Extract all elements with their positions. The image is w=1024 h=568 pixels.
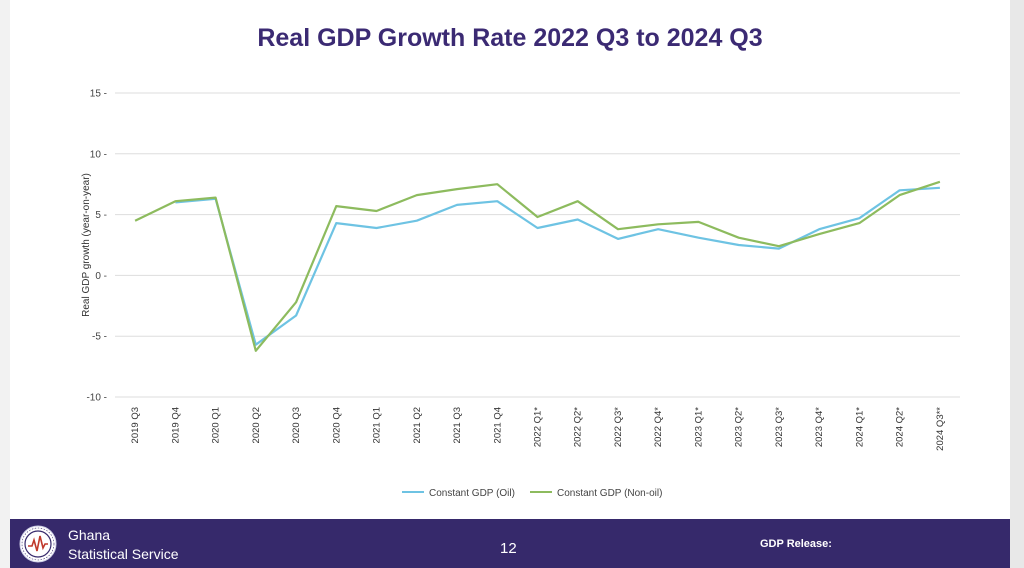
- y-tick-label: 10 -: [90, 149, 107, 160]
- page-number: 12: [500, 540, 517, 557]
- x-tick-label: 2020 Q4: [331, 407, 342, 443]
- y-axis-ticks: 15 - 10 - 5 - 0 - -5 - -10 -: [86, 89, 107, 404]
- y-tick-label: 0 -: [95, 271, 107, 282]
- y-axis-label: Real GDP growth (year-on-year): [81, 173, 92, 317]
- series-lines: [134, 180, 941, 352]
- x-tick-label: 2024 Q3**: [935, 407, 946, 451]
- y-tick-label: -10 -: [86, 393, 107, 404]
- legend-label-oil: Constant GDP (Oil): [429, 488, 515, 499]
- x-axis-ticks: 2019 Q3 2019 Q4 2020 Q1 2020 Q2 2020 Q3 2020 …: [130, 407, 946, 451]
- window-edge: [1010, 0, 1024, 568]
- x-tick-label: 2024 Q2*: [895, 407, 906, 447]
- x-tick-label: 2022 Q2*: [573, 407, 584, 447]
- legend-label-nonoil: Constant GDP (Non-oil): [557, 488, 662, 499]
- legend: Constant GDP (Oil) Constant GDP (Non-oil…: [402, 488, 662, 499]
- x-tick-label: 2022 Q4*: [653, 407, 664, 447]
- x-tick-label: 2023 Q4*: [814, 407, 825, 447]
- org-name-line2: Statistical Service: [68, 546, 179, 562]
- x-tick-label: 2021 Q2: [412, 407, 423, 443]
- x-tick-label: 2023 Q1*: [693, 407, 704, 447]
- gdp-release-label: GDP Release:: [760, 538, 832, 550]
- org-name-line1: Ghana: [68, 527, 111, 543]
- x-tick-label: 2022 Q3*: [613, 407, 624, 447]
- x-tick-label: 2021 Q3: [452, 407, 463, 443]
- x-tick-label: 2023 Q3*: [774, 407, 785, 447]
- x-tick-label: 2022 Q1*: [533, 407, 544, 447]
- chart-title: Real GDP Growth Rate 2022 Q3 to 2024 Q3: [257, 24, 763, 52]
- slide: Real GDP Growth Rate 2022 Q3 to 2024 Q3 …: [10, 0, 1010, 568]
- ghana-statistical-service-seal-icon: [19, 525, 57, 563]
- series-line-nonoil: [134, 180, 941, 352]
- x-tick-label: 2020 Q3: [291, 407, 302, 443]
- x-tick-label: 2021 Q1: [372, 407, 383, 443]
- x-tick-label: 2024 Q1*: [854, 407, 865, 447]
- gridlines: [115, 92, 960, 398]
- x-tick-label: 2021 Q4: [492, 407, 503, 443]
- gdp-growth-line-chart: 15 -10 -5 -0 --5 --10 - 2019 Q3 2019 Q4 20…: [81, 89, 960, 499]
- y-tick-label: 15 -: [90, 89, 107, 100]
- x-tick-label: 2019 Q3: [130, 407, 141, 443]
- slide-footer: Ghana Statistical Service 12 GDP Release…: [10, 519, 1010, 568]
- x-tick-label: 2020 Q2: [251, 407, 262, 443]
- series-line-oil: [175, 186, 940, 346]
- x-tick-label: 2019 Q4: [170, 407, 181, 443]
- x-tick-label: 2020 Q1: [211, 407, 222, 443]
- y-tick-label: -5 -: [92, 332, 107, 343]
- x-tick-label: 2023 Q2*: [734, 407, 745, 447]
- y-tick-label: 5 -: [95, 210, 107, 221]
